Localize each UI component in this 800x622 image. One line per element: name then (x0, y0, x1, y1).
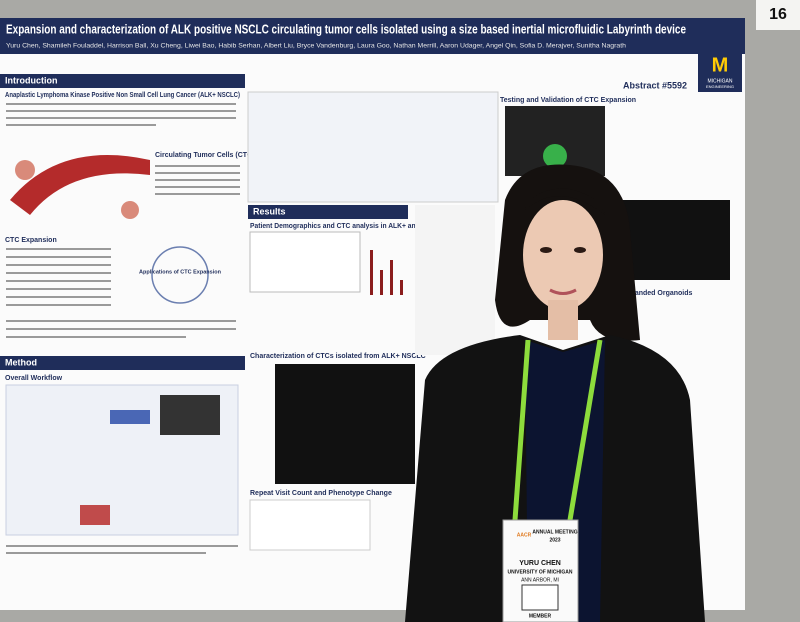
subheading: Circulating Tumor Cells (CTCs) (155, 152, 258, 159)
badge-role: MEMBER (529, 613, 552, 619)
bar-illustration (370, 250, 403, 295)
section-heading: Method (5, 357, 37, 367)
figure-panel (247, 91, 499, 203)
text-line (155, 172, 240, 174)
cell-illustration (121, 201, 139, 219)
subheading: Anaplastic Lymphoma Kinase Positive Non … (5, 92, 240, 99)
text-line (6, 288, 111, 290)
image-panel (160, 395, 220, 435)
section-heading: Introduction (5, 75, 58, 85)
bar-shape (390, 260, 393, 295)
lanyard (512, 339, 603, 521)
text-line (6, 336, 186, 338)
board-number-card (756, 0, 800, 30)
badge-text: UNIVERSITY OF MICHIGAN (508, 569, 573, 575)
face (523, 200, 603, 310)
text-line (6, 552, 206, 554)
badge-text: ANN ARBOR, MI (521, 577, 559, 583)
logo-line: MICHIGAN (708, 78, 733, 84)
table-illustration (249, 231, 361, 293)
badge-qr (521, 584, 559, 611)
poster-title: Expansion and characterization of ALK po… (6, 21, 686, 36)
mouth (549, 288, 577, 295)
section-bar (248, 205, 408, 219)
bar-shape (380, 270, 383, 295)
cell-illustration (15, 160, 35, 180)
eye (540, 247, 552, 253)
subheading: Patient Demographics and CTC analysis in… (250, 223, 490, 230)
text-line (6, 117, 236, 119)
text-line (155, 165, 240, 167)
badge-text: 2023 (549, 537, 560, 543)
diagram-ring (151, 246, 209, 304)
subheading: CTC Expansion (5, 237, 57, 244)
bar-shape (370, 250, 373, 295)
text-line (6, 320, 236, 322)
section-bar (0, 74, 245, 88)
section-heading: Results (253, 206, 286, 216)
bar-shape (400, 280, 403, 295)
text-line (155, 193, 240, 195)
eye (574, 247, 586, 253)
poster-authors: Yuru Chen, Shamileh Fouladdel, Harrison … (6, 44, 626, 50)
text-line (6, 296, 111, 298)
bangs (525, 188, 605, 215)
text-line (155, 186, 240, 188)
vessel-illustration (10, 155, 150, 215)
badge-text: AACR (517, 532, 532, 538)
subheading: Repeat Visit Count and Phenotype Change (250, 490, 392, 497)
chart-illustration (249, 499, 371, 551)
text-line (6, 328, 236, 330)
text-line (6, 124, 156, 126)
section-bar (0, 356, 245, 370)
subheading: Overall Workflow (5, 375, 63, 382)
text-line (6, 272, 111, 274)
badge-text: ANNUAL MEETING (532, 529, 577, 535)
device-illustration (110, 410, 150, 424)
text-line (6, 280, 111, 282)
board-number: 16 (769, 6, 787, 23)
neck (548, 300, 578, 340)
badge-name: YURU CHEN (519, 560, 561, 567)
text-line (6, 264, 111, 266)
heatmap-illustration (80, 505, 110, 525)
diagram-label: Applications of CTC Expansion (139, 269, 222, 275)
image-cell (543, 144, 567, 168)
subheading: Expanded Organoids (622, 290, 693, 297)
abstract-number: Abstract #5592 (623, 80, 687, 90)
text-line (6, 304, 111, 306)
logo-line: ENGINEERING (706, 84, 734, 89)
logo-block (698, 52, 742, 92)
text-line (6, 256, 111, 258)
image-panel (620, 200, 730, 280)
text-line (6, 545, 238, 547)
text-line (6, 248, 111, 250)
logo-mark: M (712, 54, 729, 76)
fluorescence-grid (275, 364, 415, 484)
text-line (6, 110, 236, 112)
text-block (415, 205, 495, 355)
title-bar (0, 18, 745, 54)
subheading: Characterization of CTCs isolated from A… (250, 353, 426, 360)
text-line (6, 103, 236, 105)
text-line (155, 179, 240, 181)
text-lines (6, 103, 240, 338)
subheading: Testing and Validation of CTC Expansion (500, 97, 636, 104)
